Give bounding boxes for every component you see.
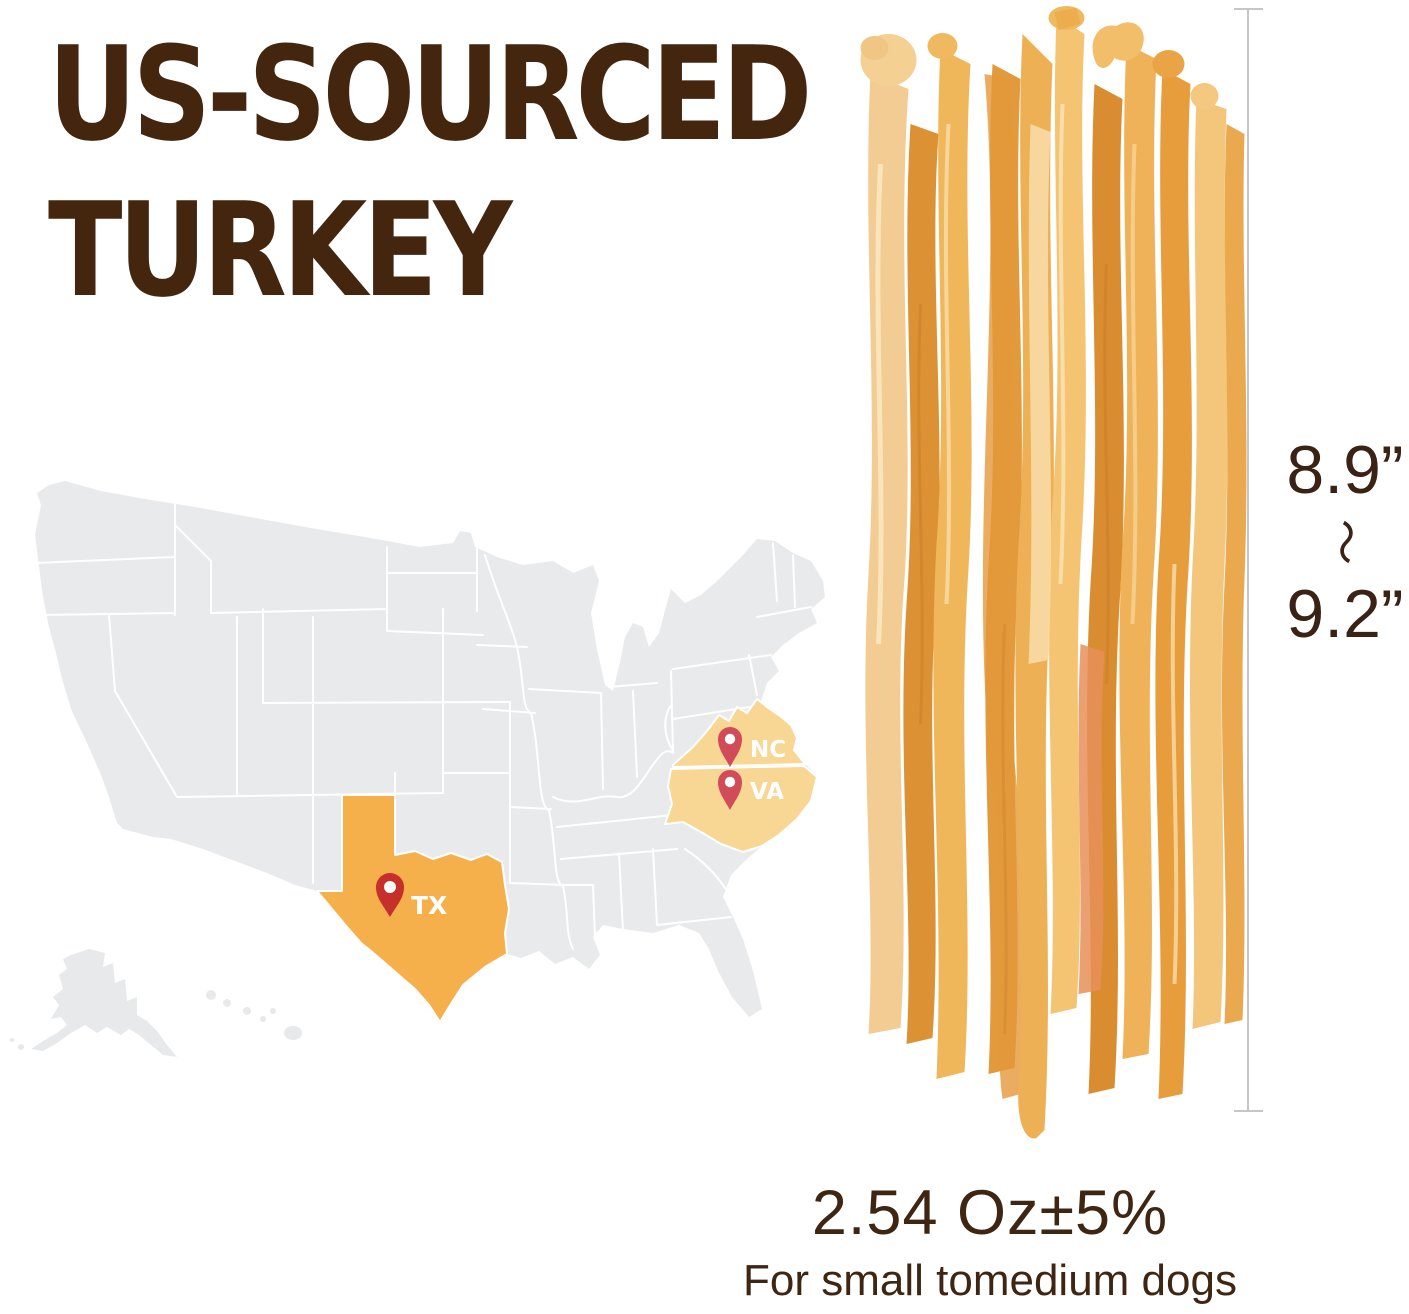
- tendons-svg: [860, 6, 1247, 1139]
- location-pin-nc: NC: [718, 727, 786, 767]
- alaska-island: [18, 1044, 24, 1050]
- state-borders: [34, 500, 812, 950]
- pin-hole: [724, 776, 736, 788]
- pin-label-tx: TX: [411, 891, 447, 920]
- us-mainland-shape: [35, 481, 825, 1022]
- pin-hole: [384, 881, 396, 893]
- texas-highlight: [316, 794, 510, 1023]
- pin-icon: [718, 770, 742, 810]
- size-max-label: 8.9”: [1286, 432, 1404, 508]
- dimension-line-bottom-cap: [1234, 1110, 1263, 1112]
- alaska-shape: [31, 949, 177, 1057]
- size-min-label: 9.2”: [1286, 576, 1404, 652]
- pin-label-va: VA: [750, 779, 784, 805]
- north-carolina-highlight: [664, 765, 818, 853]
- product-photo-turkey-tendons: [843, 4, 1248, 1154]
- location-pin-va: VA: [718, 770, 784, 810]
- dimension-line: [1247, 8, 1249, 1112]
- title-line-2: TURKEY: [48, 174, 513, 326]
- pin-icon: [376, 873, 404, 917]
- pin-label-nc: NC: [750, 737, 786, 763]
- weight-amount: 2.54 Oz±5%: [811, 1178, 1169, 1248]
- range-wave-symbol: 〜: [1319, 519, 1371, 565]
- page-title: US-SOURCED TURKEY: [48, 16, 812, 328]
- pin-hole: [724, 733, 736, 745]
- alaska-island: [10, 1038, 14, 1042]
- us-map-svg: NC VA TX: [10, 481, 825, 1057]
- hawaii-islands: [206, 990, 302, 1040]
- location-pin-tx: TX: [376, 873, 447, 920]
- pin-icon: [718, 727, 742, 767]
- us-sourcing-map: NC VA TX: [5, 455, 843, 1110]
- audience-note: For small tomedium dogs: [743, 1256, 1237, 1305]
- weight-block: 2.54 Oz±5% For small tomedium dogs: [728, 1178, 1252, 1306]
- title-line-1: US-SOURCED: [48, 18, 812, 170]
- size-range: 8.9” 〜 9.2”: [1278, 430, 1409, 654]
